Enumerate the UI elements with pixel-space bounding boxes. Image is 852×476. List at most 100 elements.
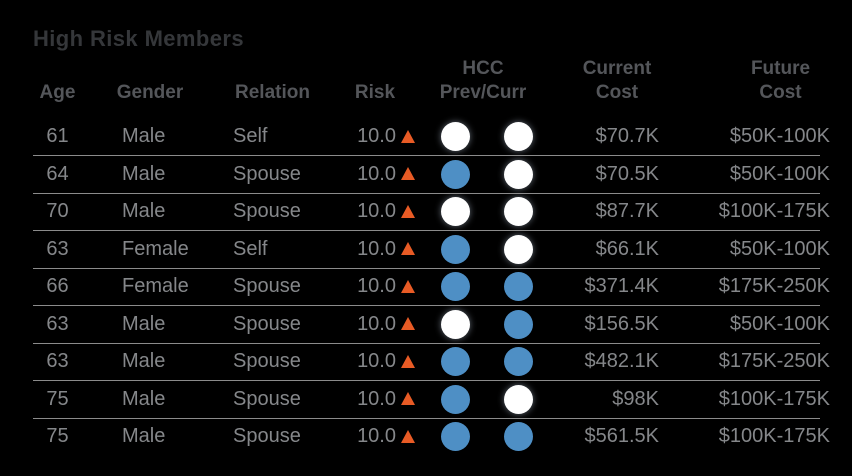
table-row[interactable]: 70 Male Spouse 10.0 $87.7K $100K-175K: [30, 192, 830, 231]
column-header-current-cost: Current Cost: [582, 58, 652, 103]
table-row[interactable]: 63 Male Spouse 10.0 $482.1K $175K-250K: [30, 342, 830, 381]
relation-cell: Spouse: [233, 275, 301, 298]
relation-cell: Self: [233, 125, 268, 148]
risk-cell: 10.0: [330, 313, 420, 336]
hcc-curr-indicator: [503, 197, 533, 227]
gender-cell: Male: [122, 162, 166, 185]
column-header-gender: Gender: [116, 82, 184, 103]
current-cost-cell: $70.7K: [595, 125, 659, 148]
risk-cell: 10.0: [330, 200, 420, 223]
risk-value: 10.0: [357, 275, 396, 298]
current-cost-cell: $371.4K: [584, 275, 659, 298]
age-cell: 64: [46, 162, 69, 185]
gender-cell: Male: [122, 312, 166, 335]
relation-cell: Spouse: [233, 162, 301, 185]
hcc-curr-indicator: [503, 422, 533, 452]
risk-value: 10.0: [357, 200, 396, 223]
hcc-prev-indicator: [440, 159, 470, 189]
hcc-prev-cell: [420, 197, 490, 227]
current-cost-cell: $156.5K: [584, 312, 659, 335]
hcc-curr-cell: [490, 347, 546, 377]
future-cost-cell: $175K-250K: [718, 275, 830, 298]
future-cost-cell: $175K-250K: [718, 350, 830, 373]
hcc-curr-indicator: [503, 384, 533, 414]
hcc-curr-indicator: [503, 347, 533, 377]
risk-value: 10.0: [357, 312, 396, 335]
hcc-prev-indicator: [440, 347, 470, 377]
risk-up-arrow-icon: [401, 167, 415, 181]
risk-up-arrow-icon: [401, 354, 415, 368]
relation-cell: Spouse: [233, 350, 301, 373]
future-cost-cell: $100K-175K: [718, 425, 830, 448]
hcc-curr-cell: [490, 159, 546, 189]
future-cost-cell: $50K-100K: [729, 237, 830, 260]
gender-cell: Male: [122, 200, 166, 223]
current-cost-cell: $561.5K: [584, 425, 659, 448]
table-row[interactable]: 75 Male Spouse 10.0 $561.5K $100K-175K: [30, 417, 830, 456]
hcc-prev-cell: [420, 309, 490, 339]
risk-value: 10.0: [357, 425, 396, 448]
page-title: High Risk Members: [33, 26, 244, 51]
relation-cell: Spouse: [233, 200, 301, 223]
hcc-prev-cell: [420, 272, 490, 302]
risk-up-arrow-icon: [401, 429, 415, 443]
gender-cell: Male: [122, 387, 166, 410]
column-header-relation: Relation: [235, 82, 310, 103]
risk-cell: 10.0: [330, 350, 420, 373]
table-header-row: Age Gender Relation Risk HCC Prev/Curr C…: [30, 55, 830, 105]
hcc-prev-indicator: [440, 122, 470, 152]
hcc-prev-cell: [420, 159, 490, 189]
column-header-future-cost: Future Cost: [750, 58, 811, 103]
risk-cell: 10.0: [330, 388, 420, 411]
table-row[interactable]: 64 Male Spouse 10.0 $70.5K $50K-100K: [30, 155, 830, 194]
risk-value: 10.0: [357, 350, 396, 373]
hcc-curr-indicator: [503, 122, 533, 152]
age-cell: 70: [46, 200, 69, 223]
hcc-prev-indicator: [440, 197, 470, 227]
hcc-curr-cell: [490, 234, 546, 264]
current-cost-cell: $66.1K: [595, 237, 659, 260]
hcc-prev-cell: [420, 422, 490, 452]
risk-value: 10.0: [357, 125, 396, 148]
risk-up-arrow-icon: [401, 242, 415, 256]
risk-up-arrow-icon: [401, 129, 415, 143]
hcc-prev-indicator: [440, 272, 470, 302]
age-cell: 66: [46, 275, 69, 298]
age-cell: 75: [46, 425, 69, 448]
risk-cell: 10.0: [330, 238, 420, 261]
hcc-curr-cell: [490, 197, 546, 227]
hcc-prev-cell: [420, 347, 490, 377]
column-header-hcc-prev-curr: HCC Prev/Curr: [439, 58, 527, 103]
risk-cell: 10.0: [330, 125, 420, 148]
risk-cell: 10.0: [330, 163, 420, 186]
table-row[interactable]: 75 Male Spouse 10.0 $98K $100K-175K: [30, 380, 830, 419]
age-cell: 63: [46, 350, 69, 373]
age-cell: 61: [46, 125, 69, 148]
future-cost-cell: $50K-100K: [729, 162, 830, 185]
age-cell: 63: [46, 237, 69, 260]
current-cost-cell: $70.5K: [595, 162, 659, 185]
current-cost-cell: $482.1K: [584, 350, 659, 373]
column-header-age: Age: [39, 82, 76, 103]
hcc-curr-indicator: [503, 234, 533, 264]
risk-cell: 10.0: [330, 425, 420, 448]
table-row[interactable]: 63 Male Spouse 10.0 $156.5K $50K-100K: [30, 305, 830, 344]
relation-cell: Spouse: [233, 312, 301, 335]
hcc-curr-cell: [490, 122, 546, 152]
hcc-prev-indicator: [440, 309, 470, 339]
hcc-curr-cell: [490, 272, 546, 302]
hcc-prev-cell: [420, 122, 490, 152]
hcc-prev-indicator: [440, 422, 470, 452]
hcc-prev-indicator: [440, 234, 470, 264]
relation-cell: Spouse: [233, 425, 301, 448]
current-cost-cell: $98K: [612, 387, 659, 410]
table-row[interactable]: 66 Female Spouse 10.0 $371.4K $175K-250K: [30, 267, 830, 306]
risk-up-arrow-icon: [401, 317, 415, 331]
gender-cell: Male: [122, 350, 166, 373]
relation-cell: Spouse: [233, 387, 301, 410]
table-row[interactable]: 63 Female Self 10.0 $66.1K $50K-100K: [30, 230, 830, 269]
table-row[interactable]: 61 Male Self 10.0 $70.7K $50K-100K: [30, 118, 830, 156]
hcc-prev-cell: [420, 384, 490, 414]
risk-up-arrow-icon: [401, 279, 415, 293]
